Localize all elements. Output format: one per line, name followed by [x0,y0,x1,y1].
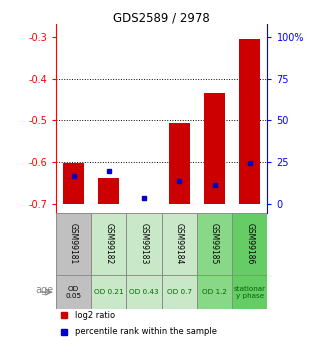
Text: GSM99182: GSM99182 [104,223,113,265]
Bar [197,275,232,309]
Bar [204,93,225,204]
Bar [162,275,197,309]
Text: GSM99183: GSM99183 [140,223,149,265]
Text: log2 ratio: log2 ratio [75,311,115,320]
Bar [56,213,91,275]
Bar [56,275,91,309]
Text: OD
0.05: OD 0.05 [66,286,82,298]
Bar [91,275,127,309]
Bar [98,178,119,204]
Text: GSM99185: GSM99185 [210,223,219,265]
Text: percentile rank within the sample: percentile rank within the sample [75,327,217,336]
Title: GDS2589 / 2978: GDS2589 / 2978 [113,11,210,24]
Text: OD 0.43: OD 0.43 [129,289,159,295]
Bar [232,213,267,275]
Text: OD 1.2: OD 1.2 [202,289,227,295]
Bar [197,213,232,275]
Text: OD 0.7: OD 0.7 [167,289,192,295]
Bar [91,213,127,275]
Bar [169,122,190,204]
Text: OD 0.21: OD 0.21 [94,289,124,295]
Bar [127,213,162,275]
Bar [232,275,267,309]
Bar [239,39,260,204]
Bar [127,275,162,309]
Text: stationar
y phase: stationar y phase [234,286,266,298]
Text: age: age [36,285,54,295]
Bar [162,213,197,275]
Text: GSM99186: GSM99186 [245,223,254,265]
Bar [63,163,84,204]
Text: GSM99181: GSM99181 [69,223,78,265]
Text: GSM99184: GSM99184 [175,223,184,265]
